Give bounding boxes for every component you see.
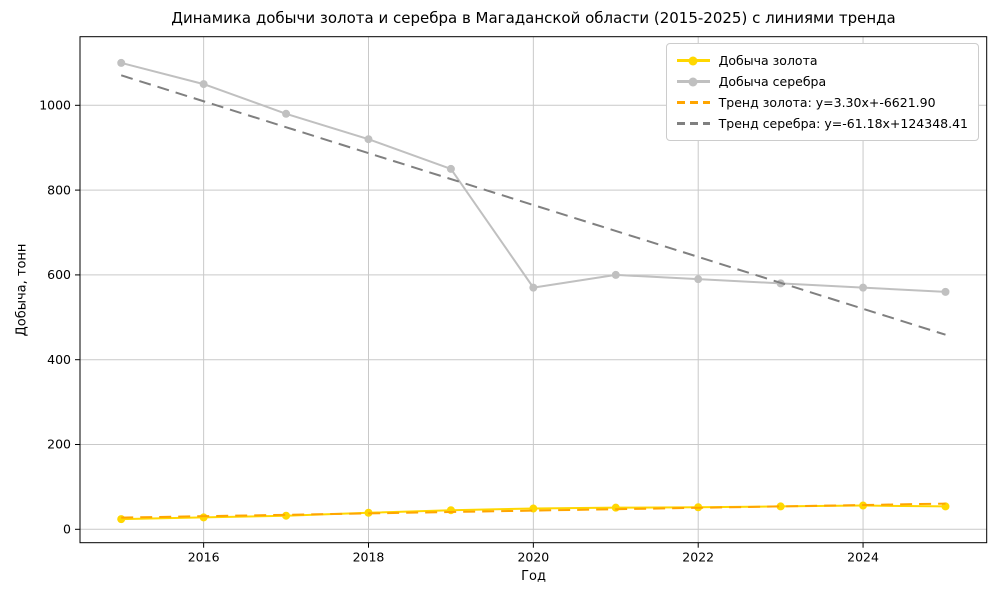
silver-series-point — [364, 135, 373, 144]
x-tick-label: 2024 — [847, 550, 879, 565]
silver-series-point — [529, 283, 538, 292]
legend-item-gold-trend: Тренд золота: y=3.30x+-6621.90 — [676, 92, 968, 113]
gold-series-point — [117, 515, 126, 524]
silver-series-point — [199, 80, 208, 89]
silver-series-point — [859, 283, 868, 292]
legend-label-silver: Добыча серебра — [718, 74, 827, 89]
silver-series-point — [117, 58, 126, 67]
gold-series-point — [776, 502, 785, 511]
gold-series-point — [282, 511, 291, 520]
gold-trend-line — [121, 502, 946, 519]
y-tick-label: 800 — [47, 182, 71, 197]
silver-series-point — [446, 164, 455, 173]
x-axis-label: Год — [521, 569, 546, 584]
legend-label-gold-trend: Тренд золота: y=3.30x+-6621.90 — [718, 95, 936, 110]
legend-item-silver: Добыча серебра — [676, 71, 968, 92]
y-tick-label: 600 — [47, 267, 71, 282]
y-tick-label: 0 — [63, 522, 71, 537]
y-tick-label: 200 — [47, 437, 71, 452]
chart-title: Динамика добычи золота и серебра в Магад… — [171, 9, 896, 27]
legend: Добыча золота Добыча серебра Тренд золот… — [665, 43, 979, 141]
gold-trend-swatch — [676, 101, 710, 104]
silver-trend-swatch — [676, 122, 710, 125]
x-tick-label: 2020 — [517, 550, 549, 565]
legend-label-silver-trend: Тренд серебра: y=-61.18x+124348.41 — [718, 116, 968, 131]
x-tick-label: 2016 — [188, 550, 220, 565]
gold-series-point — [199, 513, 208, 522]
legend-item-gold: Добыча золота — [676, 50, 968, 71]
silver-line-swatch — [676, 80, 710, 83]
legend-label-gold: Добыча золота — [718, 53, 818, 68]
silver-series-point — [694, 275, 703, 284]
silver-trend-line — [120, 74, 946, 336]
legend-item-silver-trend: Тренд серебра: y=-61.18x+124348.41 — [676, 113, 968, 134]
x-tick-label: 2022 — [682, 550, 714, 565]
silver-series-point — [941, 287, 950, 296]
gold-series-point — [611, 503, 620, 512]
y-tick-label: 1000 — [39, 98, 71, 113]
x-tick-label: 2018 — [353, 550, 385, 565]
silver-series-point — [282, 109, 291, 118]
gold-line-swatch — [676, 59, 710, 62]
silver-series-point — [611, 270, 620, 279]
y-tick-label: 400 — [47, 352, 71, 367]
